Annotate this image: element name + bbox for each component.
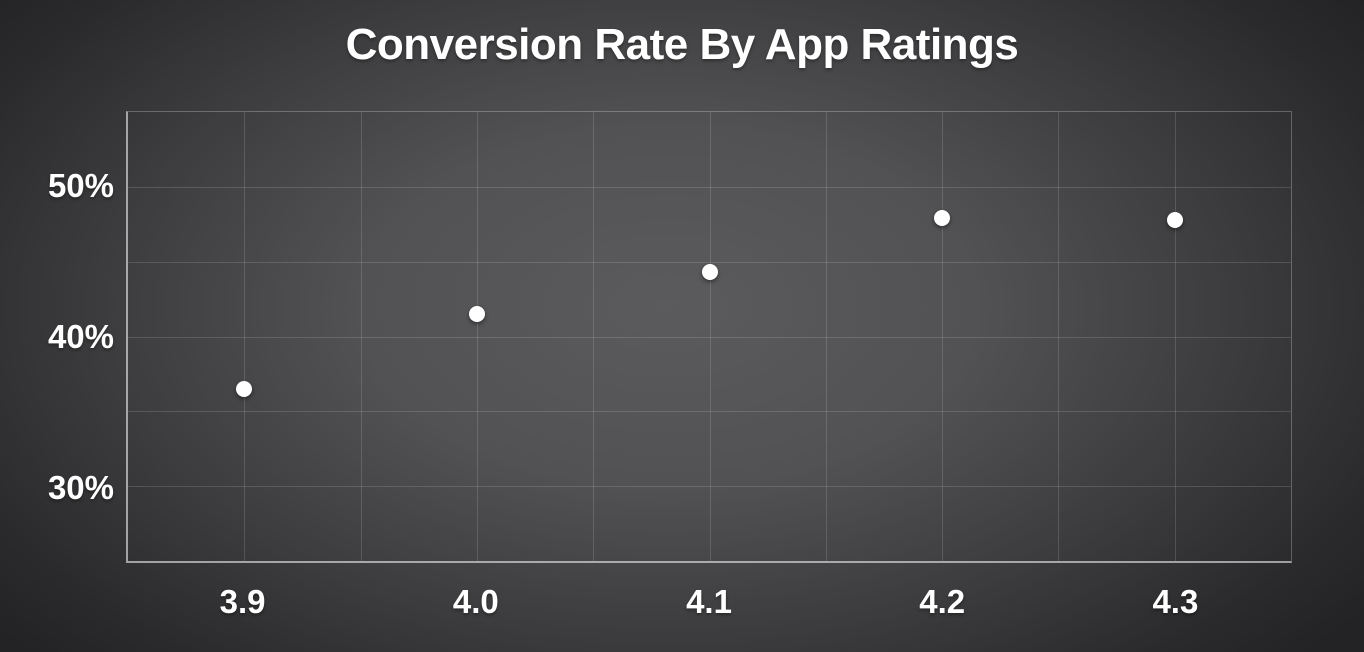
y-axis-label: 40% [47, 318, 114, 355]
x-axis-label: 3.9 [219, 583, 266, 620]
scatter-point-4.0 [468, 306, 485, 323]
horizontal-gridline [128, 261, 1291, 263]
plot-area [126, 111, 1292, 563]
y-axis-label: 30% [47, 468, 114, 506]
horizontal-gridline [128, 486, 1291, 488]
scatter-point-4.1 [701, 264, 718, 281]
scatter-point-4.3 [1166, 211, 1183, 228]
y-axis-label: 50% [47, 167, 114, 205]
x-axis-label: 4.3 [1152, 583, 1199, 620]
vertical-gridline [360, 112, 362, 561]
vertical-gridline [709, 112, 711, 561]
vertical-gridline [942, 112, 944, 561]
horizontal-gridline [128, 186, 1291, 188]
chart-title: Conversion Rate By App Ratings [345, 20, 1019, 69]
horizontal-gridline [128, 411, 1291, 413]
x-axis-label: 4.0 [452, 583, 499, 620]
x-axis-label: 4.2 [919, 583, 966, 620]
vertical-gridline [1058, 112, 1060, 561]
horizontal-gridline [128, 336, 1291, 338]
vertical-gridline [476, 112, 478, 561]
x-axis-label: 4.1 [686, 583, 732, 620]
vertical-gridline [825, 112, 827, 561]
vertical-gridline [1174, 112, 1176, 561]
vertical-gridline [244, 112, 246, 561]
scatter-point-4.2 [934, 210, 951, 227]
vertical-gridline [593, 112, 595, 561]
scatter-point-3.9 [236, 380, 253, 397]
